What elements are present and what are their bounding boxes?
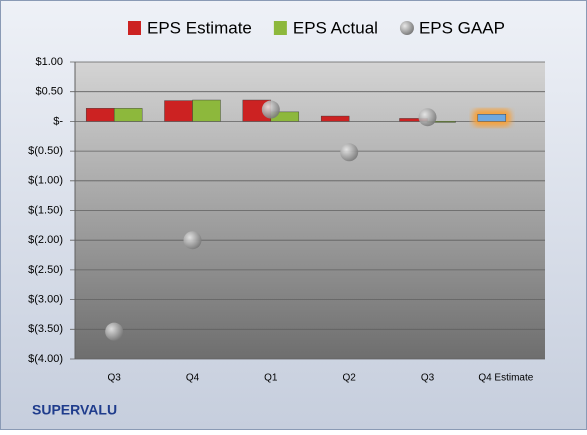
gaap-point bbox=[183, 231, 202, 250]
gaap-point bbox=[418, 108, 437, 127]
y-tick-label: $(3.00) bbox=[28, 294, 63, 306]
y-tick-label: $- bbox=[53, 115, 63, 127]
y-tick-label: $(2.50) bbox=[28, 264, 63, 276]
x-tick-label: Q3 bbox=[107, 373, 121, 384]
bar bbox=[164, 100, 193, 122]
x-tick-label: Q3 bbox=[421, 373, 435, 384]
bar bbox=[477, 114, 507, 122]
legend-label: EPS Estimate bbox=[147, 18, 252, 37]
y-tick-label: $0.50 bbox=[35, 86, 63, 98]
y-tick-label: $(0.50) bbox=[28, 145, 63, 157]
legend-label: EPS Actual bbox=[293, 18, 378, 37]
y-tick-label: $(3.50) bbox=[28, 323, 63, 335]
gaap-point bbox=[261, 100, 280, 119]
legend-swatch bbox=[399, 21, 414, 35]
bar bbox=[85, 108, 115, 122]
y-tick-label: $(1.00) bbox=[28, 175, 63, 187]
legend-label: EPS GAAP bbox=[419, 18, 505, 37]
y-tick-label: $1.00 bbox=[35, 56, 63, 68]
x-tick-label: Q4 bbox=[186, 373, 200, 384]
legend-swatch bbox=[128, 21, 141, 35]
gaap-point bbox=[340, 143, 359, 162]
legend-swatch bbox=[273, 21, 287, 35]
y-tick-label: $(4.00) bbox=[28, 353, 63, 365]
x-tick-label: Q4 Estimate bbox=[478, 373, 533, 384]
gaap-point bbox=[105, 322, 124, 341]
footer: SUPERVALU bbox=[32, 402, 117, 418]
y-tick-label: $(1.50) bbox=[28, 204, 63, 216]
bar bbox=[192, 99, 221, 122]
x-tick-label: Q2 bbox=[342, 373, 356, 384]
bar bbox=[113, 108, 143, 122]
bar bbox=[320, 115, 350, 122]
y-tick-label: $(2.00) bbox=[28, 234, 63, 246]
x-tick-label: Q1 bbox=[264, 373, 278, 384]
